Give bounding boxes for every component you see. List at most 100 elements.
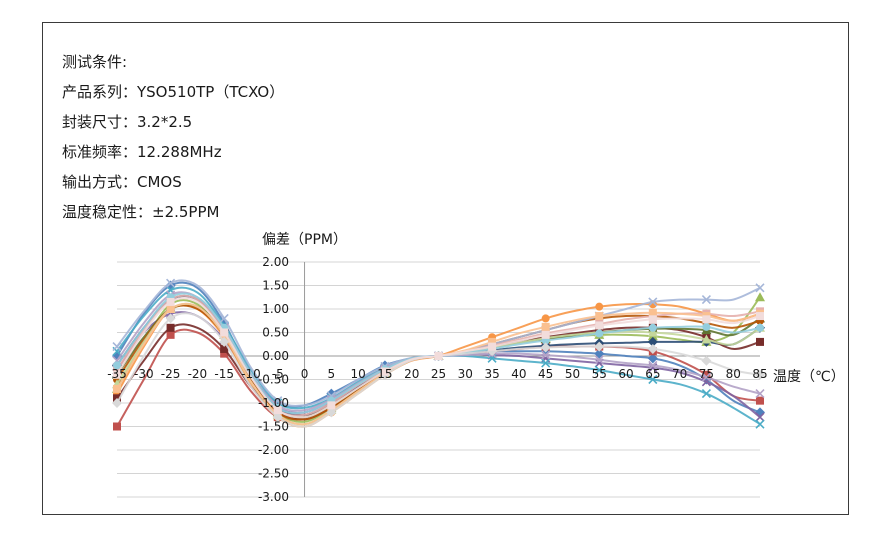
data-point bbox=[594, 341, 605, 352]
y-tick-label: -2.00 bbox=[258, 443, 289, 457]
data-point bbox=[541, 330, 550, 339]
tick-labels: 2.00 1.50 1.00 0.50 0.00 -0.50 -1.00 -1.50 -2.00… bbox=[107, 255, 767, 504]
data-point bbox=[541, 350, 551, 360]
x-tick-label: -35 bbox=[107, 367, 127, 381]
data-point bbox=[701, 355, 712, 366]
data-point bbox=[166, 323, 175, 332]
data-point bbox=[702, 315, 711, 324]
x-tick-label: 25 bbox=[431, 367, 446, 381]
data-point bbox=[594, 365, 604, 375]
data-point bbox=[756, 312, 764, 321]
x-tick-label: 45 bbox=[538, 367, 553, 381]
data-point bbox=[755, 369, 765, 380]
x-tick-label: 70 bbox=[672, 367, 687, 381]
data-point bbox=[594, 355, 604, 365]
data-point bbox=[756, 396, 764, 405]
series-line bbox=[116, 302, 761, 426]
data-point bbox=[380, 367, 389, 376]
data-point bbox=[648, 308, 657, 317]
data-point bbox=[113, 422, 121, 431]
data-point bbox=[112, 342, 122, 352]
data-point bbox=[755, 412, 765, 422]
data-point bbox=[326, 407, 337, 418]
x-tick-label: 60 bbox=[618, 367, 633, 381]
x-tick-label: -20 bbox=[188, 367, 208, 381]
data-point bbox=[647, 343, 658, 354]
data-point bbox=[113, 366, 121, 375]
y-tick-label: -0.50 bbox=[258, 373, 289, 387]
data-point bbox=[165, 313, 176, 324]
x-tick-label: 5 bbox=[328, 367, 336, 381]
data-point bbox=[595, 302, 604, 311]
y-tick-label: -1.00 bbox=[258, 396, 289, 410]
plot-area bbox=[112, 278, 765, 431]
x-tick-label: -25 bbox=[161, 367, 181, 381]
y-tick-label: -1.50 bbox=[258, 420, 289, 434]
data-point bbox=[647, 336, 658, 347]
conditions-heading: 测试条件: bbox=[62, 53, 128, 71]
data-point bbox=[112, 398, 122, 408]
data-point bbox=[595, 312, 604, 321]
test-conditions: 测试条件: 产品系列：YSO510TP（TCXO） 封装尺寸：3.2*2.5 标… bbox=[62, 47, 284, 227]
data-point bbox=[701, 389, 711, 399]
data-point bbox=[647, 327, 658, 337]
data-point bbox=[755, 389, 765, 399]
data-point bbox=[756, 323, 764, 332]
data-point bbox=[702, 370, 711, 379]
x-tick-label: 75 bbox=[699, 367, 714, 381]
data-point bbox=[488, 337, 497, 346]
series-18 bbox=[113, 297, 764, 419]
data-point bbox=[701, 295, 711, 305]
data-point bbox=[166, 278, 176, 288]
x-tick-label: 65 bbox=[645, 367, 660, 381]
x-tick-label: 40 bbox=[511, 367, 526, 381]
x-tick-label: 85 bbox=[752, 367, 767, 381]
data-point bbox=[755, 283, 765, 293]
x-tick-label: 30 bbox=[458, 367, 473, 381]
data-point bbox=[434, 352, 443, 360]
x-tick-label: 10 bbox=[350, 367, 365, 381]
series-16 bbox=[113, 302, 764, 426]
data-point bbox=[648, 323, 657, 332]
data-point bbox=[272, 412, 283, 423]
y-axis-title: 偏差（PPM） bbox=[262, 232, 347, 248]
data-point bbox=[541, 358, 551, 368]
x-tick-label: -5 bbox=[272, 367, 284, 381]
data-point bbox=[113, 370, 121, 379]
y-tick-label: 0.00 bbox=[262, 349, 289, 363]
x-tick-label: 80 bbox=[726, 367, 741, 381]
data-point bbox=[648, 297, 658, 307]
data-point bbox=[166, 297, 175, 306]
condition-product-series: 产品系列：YSO510TP（TCXO） bbox=[62, 83, 285, 101]
data-point bbox=[327, 401, 336, 410]
y-tick-label: 0.50 bbox=[262, 326, 289, 340]
x-tick-label: -30 bbox=[134, 367, 154, 381]
y-tick-label: -3.00 bbox=[258, 490, 289, 504]
data-point bbox=[273, 406, 282, 415]
x-tick-label: 0 bbox=[301, 367, 309, 381]
x-tick-label: 20 bbox=[404, 367, 419, 381]
series-10 bbox=[113, 304, 764, 421]
x-tick-label: -10 bbox=[241, 367, 261, 381]
data-point bbox=[540, 342, 551, 353]
data-point bbox=[647, 353, 658, 364]
condition-output-mode: 输出方式：CMOS bbox=[62, 173, 182, 191]
data-point bbox=[701, 372, 711, 382]
x-tick-label: 55 bbox=[592, 367, 607, 381]
x-tick-label: 35 bbox=[484, 367, 499, 381]
data-point bbox=[166, 330, 175, 339]
data-point bbox=[648, 374, 658, 385]
data-point bbox=[648, 315, 657, 324]
y-tick-label: 1.50 bbox=[262, 279, 289, 293]
data-point bbox=[219, 313, 229, 323]
data-point bbox=[541, 322, 550, 331]
data-point bbox=[702, 322, 711, 331]
data-point bbox=[648, 360, 658, 370]
condition-package-size: 封装尺寸：3.2*2.5 bbox=[62, 113, 193, 131]
data-point bbox=[219, 336, 230, 347]
data-point bbox=[113, 384, 121, 393]
x-tick-label: 50 bbox=[565, 367, 580, 381]
x-axis-title: 温度（℃） bbox=[773, 369, 845, 385]
x-tick-label: 15 bbox=[377, 367, 392, 381]
